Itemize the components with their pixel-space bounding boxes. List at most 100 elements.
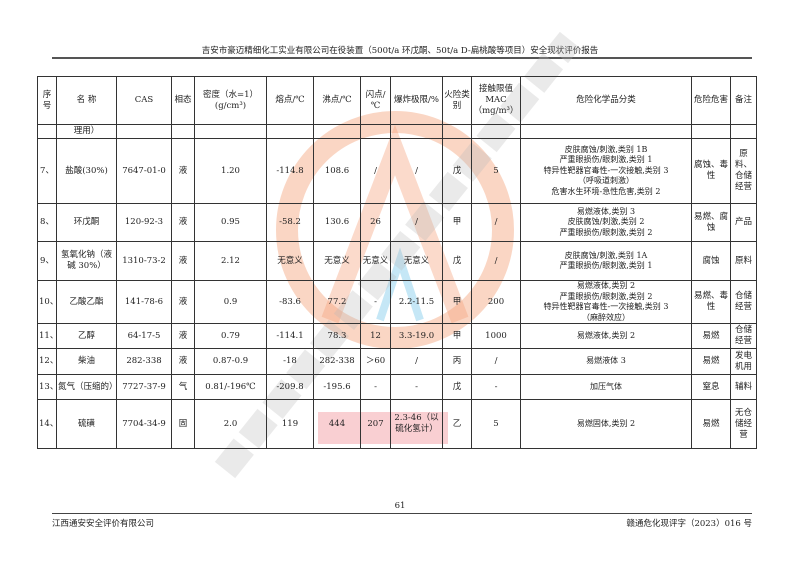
table-cell: / — [360, 138, 391, 204]
column-header: 相态 — [171, 76, 195, 125]
table-row: 8、 环戊酮 120-92-3 液 0.95 -58.2 130.6 26/甲 / 易燃液体,类别… — [37, 203, 757, 242]
table-cell: - — [360, 280, 391, 324]
hazardous-chemicals-table: 序号名 称 CAS 相态 密度（水=1）(g/cm³) 熔点/℃ 沸点/℃ 闪点/℃ 爆炸极限… — [37, 76, 757, 449]
table-cell: 无意义 — [313, 241, 361, 281]
table-cell: 甲 — [442, 280, 472, 324]
table-cell: 加压气体 — [520, 374, 692, 400]
table-row: 13、 氮气（压缩的） 7727-37-9 气 0.81/-196℃ -209.8 -195… — [37, 374, 757, 400]
table-cell: 141-78-6 — [116, 280, 172, 324]
table-cell: 皮肤腐蚀/刺激,类别 1A 严重眼损伤/眼刺激,类别 1 — [520, 241, 692, 281]
table-cell: 易燃 — [691, 348, 731, 375]
table-row-carry-over: 理用） — [37, 124, 757, 139]
table-cell: 1000 — [471, 323, 521, 349]
table-cell: 液 — [171, 138, 195, 204]
table-cell: 戊 — [442, 374, 472, 400]
table-cell: 辅料 — [730, 374, 757, 400]
column-header: 密度（水=1）(g/cm³) — [194, 76, 267, 125]
table-cell: 无意义 — [360, 241, 391, 281]
column-header: 危险化学品分类 — [520, 76, 692, 125]
table-cell: 仓储经营 — [730, 280, 757, 324]
table-cell: 120-92-3 — [116, 203, 172, 242]
table-cell: 0.9 — [194, 280, 267, 324]
table-cell: 无意义 — [390, 241, 443, 281]
table-cell: / — [471, 203, 521, 242]
table-cell: 12 — [360, 323, 391, 349]
table-cell: 9、 — [37, 241, 57, 281]
table-cell: 无仓储经营 — [730, 399, 757, 449]
column-header: 沸点/℃ — [313, 76, 361, 125]
table-cell: / — [390, 348, 443, 375]
table-cell: 108.6 — [313, 138, 361, 204]
table-cell: 乙醇 — [56, 323, 117, 349]
table-row: 10、 乙酸乙酯 141-78-6 液 0.9 -83.6 77.2-2.2-11.5 甲 20… — [37, 280, 757, 324]
table-cell: 64-17-5 — [116, 323, 172, 349]
table-cell: 5 — [471, 138, 521, 204]
table-cell: 液 — [171, 203, 195, 242]
table-cell: 2.3-46（以硫化氢计） — [390, 399, 443, 449]
table-cell: 硫磺 — [56, 399, 117, 449]
table-cell: 1.20 — [194, 138, 267, 204]
column-header: 危险危害 — [691, 76, 731, 125]
table-cell: 易燃液体 3 — [520, 348, 692, 375]
table-cell: 气 — [171, 374, 195, 400]
column-header: 闪点/℃ — [360, 76, 391, 125]
column-header: 备注 — [730, 76, 757, 125]
table-cell: 液 — [171, 323, 195, 349]
table-cell: 10、 — [37, 280, 58, 324]
table-cell: 氮气（压缩的） — [56, 374, 118, 400]
table-cell: / — [471, 348, 521, 375]
column-header: 名 称 — [56, 76, 117, 125]
table-cell: 2.12 — [194, 241, 267, 281]
page-number: 61 — [394, 501, 406, 511]
table-cell: 易燃、毒性 — [691, 280, 731, 324]
table-cell: 易燃 — [691, 323, 731, 349]
report-header-title: 吉安市豪迈精细化工实业有限公司在役装置（500t/a 环戊酮、50t/a D-扁… — [201, 46, 599, 56]
table-cell: 7、 — [37, 138, 57, 204]
table-cell: 氢氧化钠（液碱 30%） — [56, 241, 117, 281]
footer-doc-number: 赣通危化现评字（2023）016 号 — [626, 519, 752, 529]
table-cell: 11、 — [37, 323, 58, 349]
table-cell: 戊 — [442, 138, 472, 204]
table-cell: -18 — [266, 348, 314, 375]
table-cell: 2.0 — [194, 399, 267, 449]
table-cell: 原料、仓储经营 — [730, 138, 757, 204]
table-cell: -58.2 — [266, 203, 314, 242]
header-divider — [52, 57, 752, 59]
table-cell: 无意义 — [266, 241, 314, 281]
table-cell: 甲 — [442, 323, 472, 349]
table-row: 12、 柴油 282-338 液 0.87-0.9 -18 282-338 ＞60/丙 / 易燃液… — [37, 348, 757, 375]
table-cell: 腐蚀、毒性 — [691, 138, 731, 204]
table-cell: 12、 — [37, 348, 58, 375]
carry-over-text: 理用） — [56, 124, 117, 139]
table-cell: 原料 — [730, 241, 757, 281]
table-cell: / — [390, 138, 443, 204]
table-cell: 13、 — [37, 374, 58, 400]
table-cell: 液 — [171, 241, 195, 281]
table-cell: 产品 — [730, 203, 757, 242]
table-cell: 282-338 — [116, 348, 172, 375]
table-cell: 易燃液体,类别 2 — [520, 323, 692, 349]
footer-company: 江西通安安全评价有限公司 — [52, 519, 155, 529]
table-cell: 207 — [360, 399, 391, 449]
table-cell: 液 — [171, 348, 195, 375]
column-header: 火险类别 — [442, 76, 472, 125]
table-cell: 3.3-19.0 — [390, 323, 443, 349]
table-cell: 皮肤腐蚀/刺激,类别 1B 严重眼损伤/眼刺激,类别 1 特异性靶器官毒性-一次… — [520, 138, 692, 204]
table-cell: 130.6 — [313, 203, 361, 242]
table-cell: 窒息 — [691, 374, 731, 400]
table-cell: / — [390, 203, 443, 242]
table-cell: 乙 — [442, 399, 472, 449]
table-cell: 丙 — [442, 348, 472, 375]
table-cell: 易燃、腐蚀 — [691, 203, 731, 242]
table-cell: 8、 — [37, 203, 57, 242]
table-cell: 0.79 — [194, 323, 267, 349]
table-cell: 77.2 — [313, 280, 361, 324]
table-cell: 200 — [471, 280, 521, 324]
table-cell: 0.81/-196℃ — [194, 374, 267, 400]
table-cell: 7727-37-9 — [116, 374, 172, 400]
table-cell: 26 — [360, 203, 391, 242]
table-cell: 易燃固体,类别 2 — [520, 399, 692, 449]
table-cell: 乙酸乙酯 — [56, 280, 117, 324]
table-cell: - — [471, 374, 521, 400]
table-header-row: 序号名 称 CAS 相态 密度（水=1）(g/cm³) 熔点/℃ 沸点/℃ 闪点/℃ 爆炸极限… — [37, 76, 757, 125]
